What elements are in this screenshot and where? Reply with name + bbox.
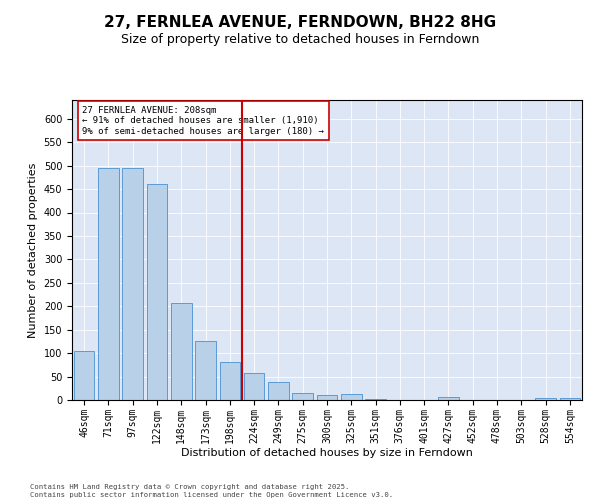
Bar [74,351,94,400]
Bar [171,303,191,400]
X-axis label: Distribution of detached houses by size in Ferndown: Distribution of detached houses by size … [181,448,473,458]
Bar [98,168,119,400]
Bar [560,398,580,400]
Bar [341,394,362,400]
Text: 27 FERNLEA AVENUE: 208sqm
← 91% of detached houses are smaller (1,910)
9% of sem: 27 FERNLEA AVENUE: 208sqm ← 91% of detac… [82,106,324,136]
Y-axis label: Number of detached properties: Number of detached properties [28,162,38,338]
Bar [244,373,265,400]
Bar [292,393,313,400]
Text: Contains HM Land Registry data © Crown copyright and database right 2025.
Contai: Contains HM Land Registry data © Crown c… [30,484,393,498]
Bar [317,396,337,400]
Bar [438,397,459,400]
Bar [268,382,289,400]
Text: Size of property relative to detached houses in Ferndown: Size of property relative to detached ho… [121,32,479,46]
Bar [195,342,216,400]
Text: 27, FERNLEA AVENUE, FERNDOWN, BH22 8HG: 27, FERNLEA AVENUE, FERNDOWN, BH22 8HG [104,15,496,30]
Bar [146,184,167,400]
Bar [122,168,143,400]
Bar [365,398,386,400]
Bar [220,362,240,400]
Bar [535,398,556,400]
